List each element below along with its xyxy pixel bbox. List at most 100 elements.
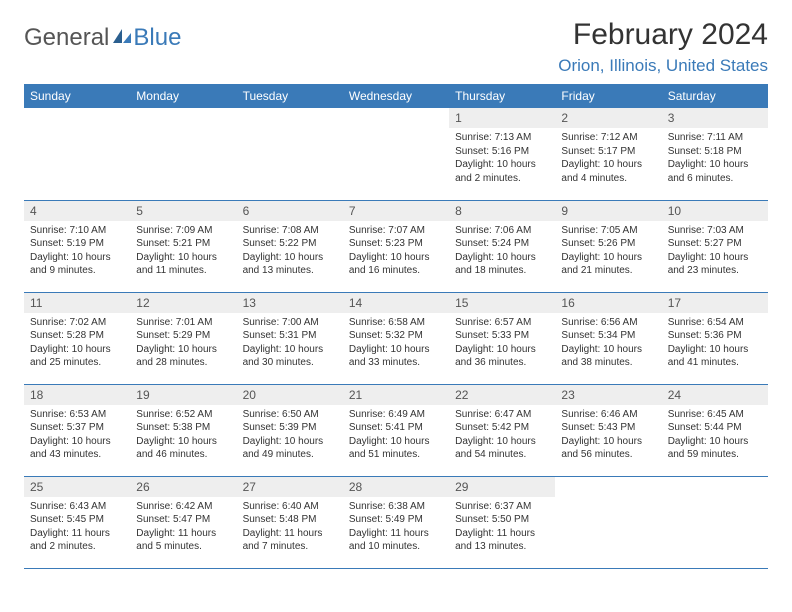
day-number: 19 [130,385,236,405]
calendar-week-row: 25Sunrise: 6:43 AMSunset: 5:45 PMDayligh… [24,476,768,568]
day-number: 10 [662,201,768,221]
header: General Blue February 2024 Orion, Illino… [24,18,768,76]
weekday-header: Monday [130,84,236,108]
calendar-body: 1Sunrise: 7:13 AMSunset: 5:16 PMDaylight… [24,108,768,568]
day-number: 2 [555,108,661,128]
calendar-day-cell: 19Sunrise: 6:52 AMSunset: 5:38 PMDayligh… [130,384,236,476]
logo-text-blue: Blue [133,24,181,52]
day-number: 23 [555,385,661,405]
day-info: Sunrise: 6:50 AMSunset: 5:39 PMDaylight:… [237,405,343,466]
day-number: 6 [237,201,343,221]
day-info: Sunrise: 6:53 AMSunset: 5:37 PMDaylight:… [24,405,130,466]
month-title: February 2024 [558,18,768,52]
day-number: 28 [343,477,449,497]
day-number: 24 [662,385,768,405]
day-info: Sunrise: 6:45 AMSunset: 5:44 PMDaylight:… [662,405,768,466]
calendar-day-cell: 25Sunrise: 6:43 AMSunset: 5:45 PMDayligh… [24,476,130,568]
calendar-day-cell: 11Sunrise: 7:02 AMSunset: 5:28 PMDayligh… [24,292,130,384]
day-info: Sunrise: 6:54 AMSunset: 5:36 PMDaylight:… [662,313,768,374]
calendar-day-cell: 10Sunrise: 7:03 AMSunset: 5:27 PMDayligh… [662,200,768,292]
calendar-day-cell: 26Sunrise: 6:42 AMSunset: 5:47 PMDayligh… [130,476,236,568]
calendar-day-cell: 29Sunrise: 6:37 AMSunset: 5:50 PMDayligh… [449,476,555,568]
calendar-day-cell [343,108,449,200]
weekday-header: Thursday [449,84,555,108]
calendar-day-cell: 17Sunrise: 6:54 AMSunset: 5:36 PMDayligh… [662,292,768,384]
calendar-week-row: 4Sunrise: 7:10 AMSunset: 5:19 PMDaylight… [24,200,768,292]
day-info: Sunrise: 7:00 AMSunset: 5:31 PMDaylight:… [237,313,343,374]
day-info: Sunrise: 6:43 AMSunset: 5:45 PMDaylight:… [24,497,130,558]
day-number: 11 [24,293,130,313]
day-number: 8 [449,201,555,221]
weekday-header-row: SundayMondayTuesdayWednesdayThursdayFrid… [24,84,768,108]
day-number: 16 [555,293,661,313]
calendar-week-row: 1Sunrise: 7:13 AMSunset: 5:16 PMDaylight… [24,108,768,200]
day-number: 1 [449,108,555,128]
day-info: Sunrise: 6:57 AMSunset: 5:33 PMDaylight:… [449,313,555,374]
weekday-header: Saturday [662,84,768,108]
day-info: Sunrise: 7:07 AMSunset: 5:23 PMDaylight:… [343,221,449,282]
calendar-day-cell: 4Sunrise: 7:10 AMSunset: 5:19 PMDaylight… [24,200,130,292]
day-info: Sunrise: 6:40 AMSunset: 5:48 PMDaylight:… [237,497,343,558]
day-number: 17 [662,293,768,313]
calendar-day-cell: 20Sunrise: 6:50 AMSunset: 5:39 PMDayligh… [237,384,343,476]
title-block: February 2024 Orion, Illinois, United St… [558,18,768,76]
calendar-table: SundayMondayTuesdayWednesdayThursdayFrid… [24,84,768,569]
calendar-day-cell: 9Sunrise: 7:05 AMSunset: 5:26 PMDaylight… [555,200,661,292]
calendar-week-row: 18Sunrise: 6:53 AMSunset: 5:37 PMDayligh… [24,384,768,476]
calendar-day-cell: 2Sunrise: 7:12 AMSunset: 5:17 PMDaylight… [555,108,661,200]
day-number: 21 [343,385,449,405]
location: Orion, Illinois, United States [558,56,768,76]
day-number: 9 [555,201,661,221]
day-info: Sunrise: 6:42 AMSunset: 5:47 PMDaylight:… [130,497,236,558]
day-info: Sunrise: 6:56 AMSunset: 5:34 PMDaylight:… [555,313,661,374]
day-info: Sunrise: 6:49 AMSunset: 5:41 PMDaylight:… [343,405,449,466]
calendar-day-cell: 24Sunrise: 6:45 AMSunset: 5:44 PMDayligh… [662,384,768,476]
day-number: 25 [24,477,130,497]
day-number: 29 [449,477,555,497]
calendar-day-cell [130,108,236,200]
day-info: Sunrise: 7:09 AMSunset: 5:21 PMDaylight:… [130,221,236,282]
day-number: 13 [237,293,343,313]
day-info: Sunrise: 7:01 AMSunset: 5:29 PMDaylight:… [130,313,236,374]
day-info: Sunrise: 6:58 AMSunset: 5:32 PMDaylight:… [343,313,449,374]
day-info: Sunrise: 6:46 AMSunset: 5:43 PMDaylight:… [555,405,661,466]
calendar-day-cell [24,108,130,200]
calendar-day-cell [555,476,661,568]
calendar-week-row: 11Sunrise: 7:02 AMSunset: 5:28 PMDayligh… [24,292,768,384]
weekday-header: Sunday [24,84,130,108]
calendar-day-cell [237,108,343,200]
calendar-day-cell: 12Sunrise: 7:01 AMSunset: 5:29 PMDayligh… [130,292,236,384]
day-info: Sunrise: 6:47 AMSunset: 5:42 PMDaylight:… [449,405,555,466]
day-info: Sunrise: 7:10 AMSunset: 5:19 PMDaylight:… [24,221,130,282]
logo-text-general: General [24,24,109,52]
day-info: Sunrise: 7:13 AMSunset: 5:16 PMDaylight:… [449,128,555,189]
weekday-header: Friday [555,84,661,108]
day-info: Sunrise: 6:52 AMSunset: 5:38 PMDaylight:… [130,405,236,466]
calendar-day-cell: 1Sunrise: 7:13 AMSunset: 5:16 PMDaylight… [449,108,555,200]
day-info: Sunrise: 7:06 AMSunset: 5:24 PMDaylight:… [449,221,555,282]
day-number: 20 [237,385,343,405]
day-number: 12 [130,293,236,313]
day-number: 18 [24,385,130,405]
calendar-day-cell: 7Sunrise: 7:07 AMSunset: 5:23 PMDaylight… [343,200,449,292]
calendar-day-cell: 5Sunrise: 7:09 AMSunset: 5:21 PMDaylight… [130,200,236,292]
calendar-day-cell: 6Sunrise: 7:08 AMSunset: 5:22 PMDaylight… [237,200,343,292]
calendar-day-cell: 14Sunrise: 6:58 AMSunset: 5:32 PMDayligh… [343,292,449,384]
calendar-day-cell: 22Sunrise: 6:47 AMSunset: 5:42 PMDayligh… [449,384,555,476]
weekday-header: Tuesday [237,84,343,108]
day-info: Sunrise: 6:38 AMSunset: 5:49 PMDaylight:… [343,497,449,558]
day-number: 22 [449,385,555,405]
calendar-day-cell: 18Sunrise: 6:53 AMSunset: 5:37 PMDayligh… [24,384,130,476]
calendar-day-cell: 28Sunrise: 6:38 AMSunset: 5:49 PMDayligh… [343,476,449,568]
day-info: Sunrise: 7:03 AMSunset: 5:27 PMDaylight:… [662,221,768,282]
day-info: Sunrise: 6:37 AMSunset: 5:50 PMDaylight:… [449,497,555,558]
weekday-header: Wednesday [343,84,449,108]
day-info: Sunrise: 7:08 AMSunset: 5:22 PMDaylight:… [237,221,343,282]
calendar-day-cell: 3Sunrise: 7:11 AMSunset: 5:18 PMDaylight… [662,108,768,200]
logo: General Blue [24,18,181,52]
day-number: 27 [237,477,343,497]
day-number: 5 [130,201,236,221]
day-info: Sunrise: 7:05 AMSunset: 5:26 PMDaylight:… [555,221,661,282]
calendar-day-cell [662,476,768,568]
calendar-day-cell: 8Sunrise: 7:06 AMSunset: 5:24 PMDaylight… [449,200,555,292]
